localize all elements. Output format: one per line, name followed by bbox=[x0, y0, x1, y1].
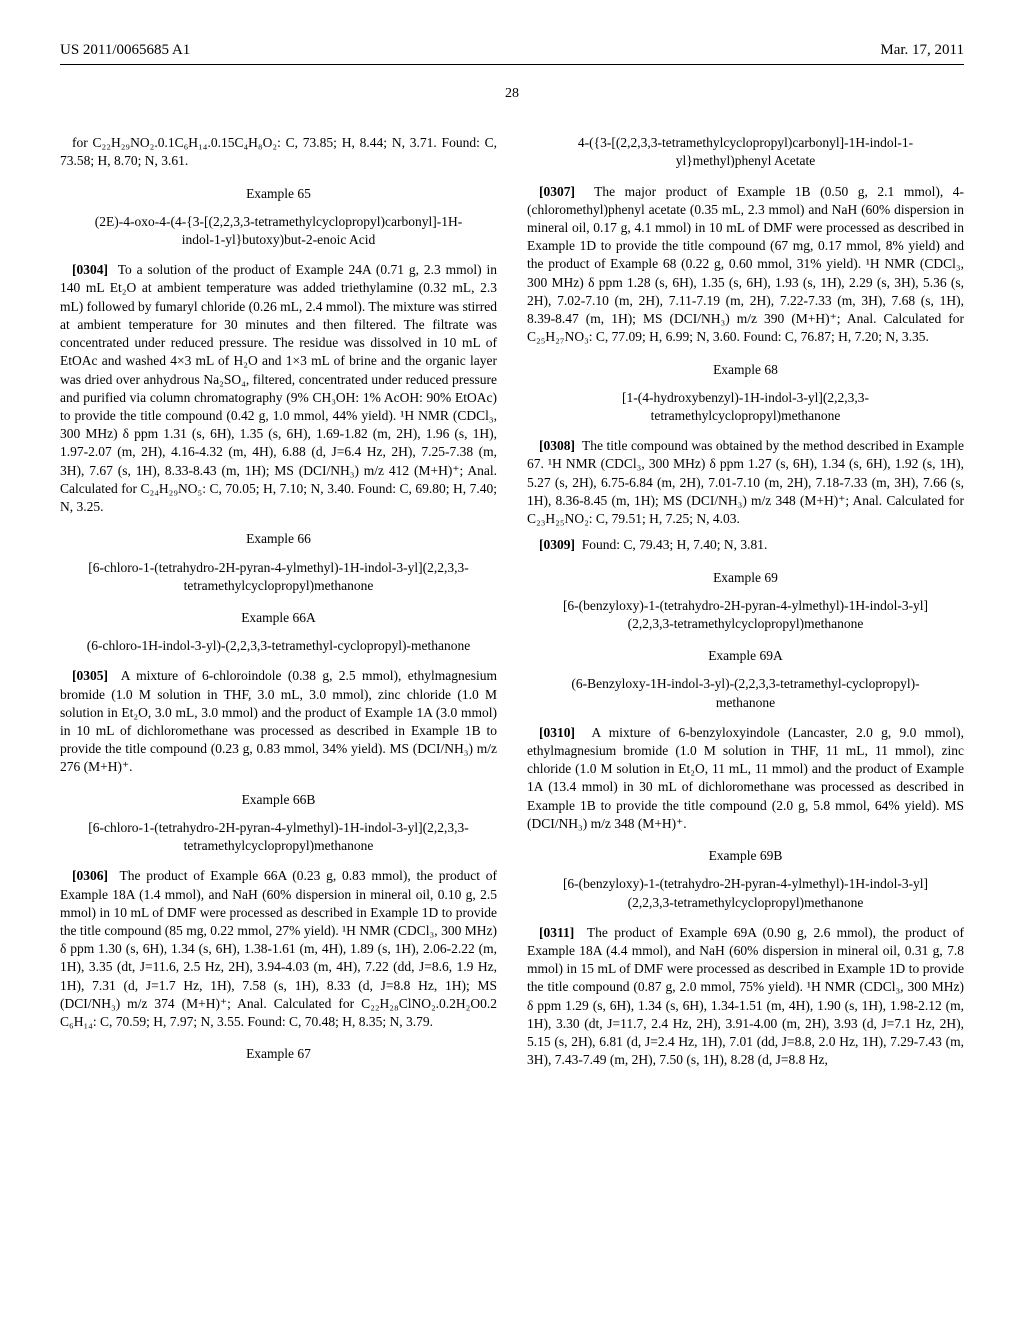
example-66b-name: [6-chloro-1-(tetrahydro-2H-pyran-4-ylmet… bbox=[60, 819, 497, 855]
page-number-center: 28 bbox=[505, 85, 519, 104]
para-num-0304: [0304] bbox=[72, 262, 108, 277]
para-num-0310: [0310] bbox=[539, 725, 575, 740]
para-body-0305: A mixture of 6-chloroindole (0.38 g, 2.5… bbox=[60, 668, 497, 774]
example-66-heading: Example 66 bbox=[60, 530, 497, 548]
example-66a-name: (6-chloro-1H-indol-3-yl)-(2,2,3,3-tetram… bbox=[60, 637, 497, 655]
para-num-0309: [0309] bbox=[539, 537, 575, 552]
example-67-name: 4-({3-[(2,2,3,3-tetramethylcyclopropyl)c… bbox=[527, 134, 964, 170]
paragraph-0305: [0305] A mixture of 6-chloroindole (0.38… bbox=[60, 667, 497, 776]
para-body-0311: The product of Example 69A (0.90 g, 2.6 … bbox=[527, 925, 964, 1068]
example-65-name: (2E)-4-oxo-4-(4-{3-[(2,2,3,3-tetramethyl… bbox=[60, 213, 497, 249]
para-body-0307: The major product of Example 1B (0.50 g,… bbox=[527, 184, 964, 345]
example-69a-name: (6-Benzyloxy-1H-indol-3-yl)-(2,2,3,3-tet… bbox=[527, 675, 964, 711]
para-num-0308: [0308] bbox=[539, 438, 575, 453]
publication-number: US 2011/0065685 A1 bbox=[60, 40, 190, 60]
paragraph-0310: [0310] A mixture of 6-benzyloxyindole (L… bbox=[527, 724, 964, 833]
example-67-heading: Example 67 bbox=[60, 1045, 497, 1063]
example-66a-heading: Example 66A bbox=[60, 609, 497, 627]
para-body-0310: A mixture of 6-benzyloxyindole (Lancaste… bbox=[527, 725, 964, 831]
para-body-0308: The title compound was obtained by the m… bbox=[527, 438, 964, 526]
para-num-0311: [0311] bbox=[539, 925, 574, 940]
para-body-0309: Found: C, 79.43; H, 7.40; N, 3.81. bbox=[582, 537, 768, 552]
para-body-0306: The product of Example 66A (0.23 g, 0.83… bbox=[60, 868, 497, 1029]
publication-date: Mar. 17, 2011 bbox=[880, 40, 964, 60]
example-69-heading: Example 69 bbox=[527, 569, 964, 587]
paragraph-0304: [0304] To a solution of the product of E… bbox=[60, 261, 497, 516]
example-68-heading: Example 68 bbox=[527, 361, 964, 379]
page-number-row: 28 bbox=[60, 85, 964, 104]
example-65-heading: Example 65 bbox=[60, 185, 497, 203]
example-66-name: [6-chloro-1-(tetrahydro-2H-pyran-4-ylmet… bbox=[60, 559, 497, 595]
example-69b-heading: Example 69B bbox=[527, 847, 964, 865]
para-num-0306: [0306] bbox=[72, 868, 108, 883]
paragraph-0309: [0309] Found: C, 79.43; H, 7.40; N, 3.81… bbox=[527, 536, 964, 554]
para-num-0307: [0307] bbox=[539, 184, 575, 199]
paragraph-0306: [0306] The product of Example 66A (0.23 … bbox=[60, 867, 497, 1031]
para-body-0304: To a solution of the product of Example … bbox=[60, 262, 497, 514]
page-header: US 2011/0065685 A1 Mar. 17, 2011 bbox=[60, 40, 964, 65]
paragraph-0311: [0311] The product of Example 69A (0.90 … bbox=[527, 924, 964, 1070]
fragment-top: for C₂₂H₂₉NO₂.0.1C₆H₁₄.0.15C₄H₈O₂: C, 73… bbox=[60, 134, 497, 170]
example-69-name: [6-(benzyloxy)-1-(tetrahydro-2H-pyran-4-… bbox=[527, 597, 964, 633]
example-66b-heading: Example 66B bbox=[60, 791, 497, 809]
body-columns: for C₂₂H₂₉NO₂.0.1C₆H₁₄.0.15C₄H₈O₂: C, 73… bbox=[60, 134, 964, 1075]
example-68-name: [1-(4-hydroxybenzyl)-1H-indol-3-yl](2,2,… bbox=[527, 389, 964, 425]
para-num-0305: [0305] bbox=[72, 668, 108, 683]
example-69b-name: [6-(benzyloxy)-1-(tetrahydro-2H-pyran-4-… bbox=[527, 875, 964, 911]
paragraph-0308: [0308] The title compound was obtained b… bbox=[527, 437, 964, 528]
example-69a-heading: Example 69A bbox=[527, 647, 964, 665]
paragraph-0307: [0307] The major product of Example 1B (… bbox=[527, 183, 964, 347]
